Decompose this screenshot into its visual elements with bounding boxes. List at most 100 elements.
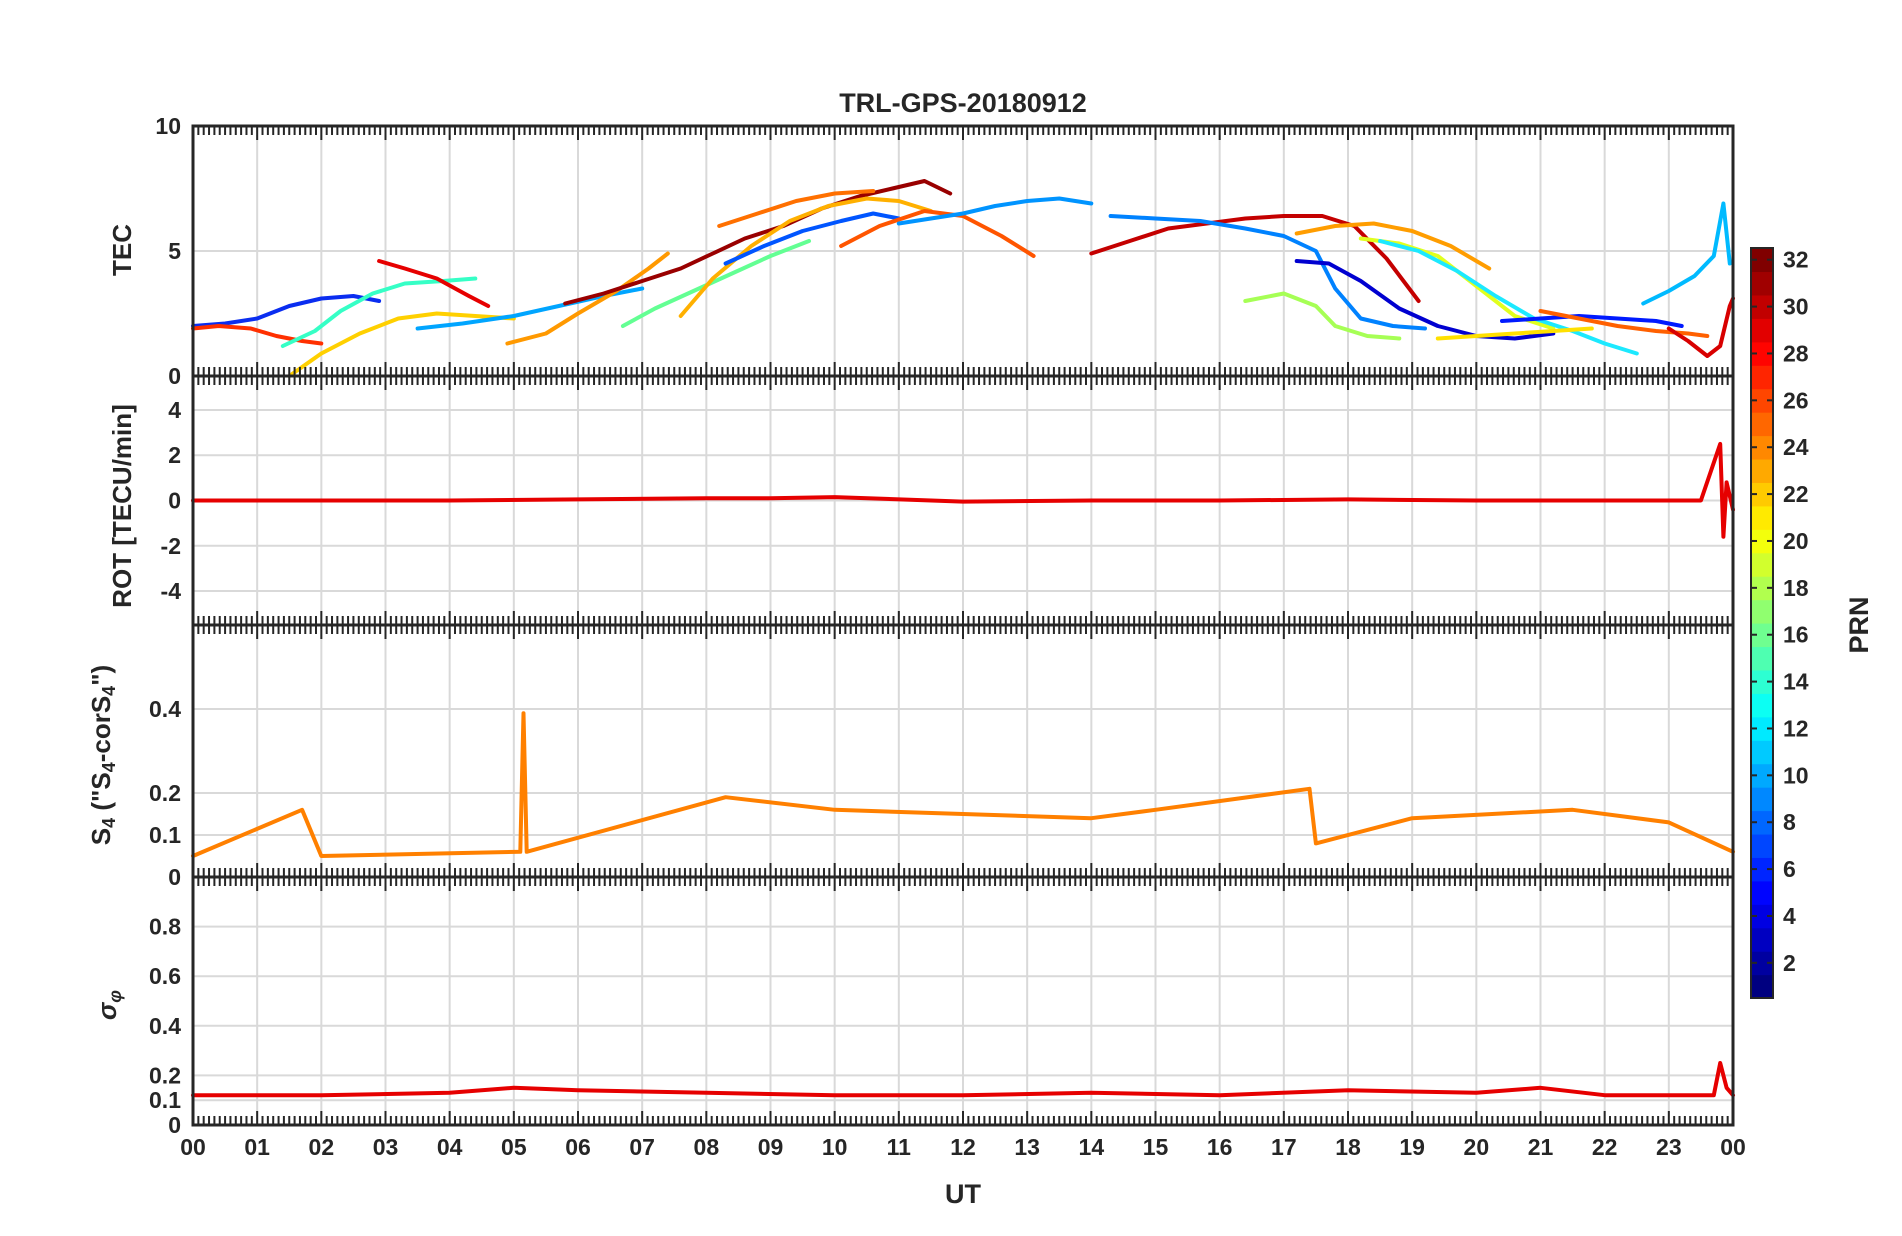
colorbar-tick-label: 4 [1783,903,1796,929]
rot-axis-label: ROT [TECU/min] [107,404,137,608]
colorbar-segment [1751,693,1773,718]
y-tick-label: 5 [168,238,181,264]
colorbar-tick-label: 20 [1783,528,1809,554]
colorbar-segment [1751,880,1773,905]
series-line [896,196,1094,226]
colorbar-tick-label: 8 [1783,809,1796,835]
series-line [1500,314,1684,328]
x-tick-label: 19 [1399,1134,1425,1160]
colorbar-tick-label: 12 [1783,715,1809,741]
x-tick-label: 18 [1335,1134,1361,1160]
colorbar-segment [1751,458,1773,483]
colorbar-segment [1751,435,1773,460]
x-tick-label: 16 [1207,1134,1233,1160]
series-line [191,1061,1735,1098]
x-tick-label: 10 [822,1134,848,1160]
x-tick-label: 20 [1464,1134,1490,1160]
chart-title: TRL-GPS-20180912 [839,88,1087,118]
colorbar-segment [1751,248,1773,273]
colorbar-segment [1751,904,1773,929]
colorbar-segment [1751,318,1773,343]
x-tick-label: 06 [565,1134,591,1160]
series-line [191,324,324,346]
x-tick-label: 01 [244,1134,270,1160]
series-line [287,311,516,378]
x-tick-label: 22 [1592,1134,1618,1160]
colorbar-segment [1751,412,1773,437]
colorbar-tick-label: 24 [1783,434,1809,460]
colorbar-tick-label: 32 [1783,247,1809,273]
y-tick-label: 0.8 [149,914,181,940]
x-tick-label: 00 [1720,1134,1746,1160]
series-line [1243,291,1402,341]
series-line [1294,221,1492,271]
colorbar-segment [1751,716,1773,741]
series-line [1378,239,1639,356]
colorbar-segment [1751,341,1773,366]
series-line [505,251,670,346]
x-tick-label: 00 [180,1134,206,1160]
colorbar-tick-label: 30 [1783,294,1809,320]
series-line [191,711,1735,858]
x-tick-label: 13 [1014,1134,1040,1160]
colorbar-tick-label: 14 [1783,669,1809,695]
colorbar-frame [1750,247,1774,999]
colorbar-segment [1751,951,1773,976]
y-tick-label: 0.1 [149,1087,181,1113]
x-axis-label: UT [945,1179,981,1209]
colorbar-tick-label: 10 [1783,762,1809,788]
x-tick-label: 05 [501,1134,527,1160]
series-line [620,239,811,328]
y-tick-label: 4 [168,397,181,423]
y-tick-label: 0 [168,1112,181,1138]
colorbar-segment [1751,740,1773,765]
tec-axis-label: TEC [107,224,137,276]
y-tick-label: 0 [168,363,181,389]
x-tick-label: 12 [950,1134,976,1160]
x-tick-label: 17 [1271,1134,1297,1160]
x-tick-label: 04 [437,1134,463,1160]
y-tick-label: 0.1 [149,822,181,848]
colorbar-tick-label: 18 [1783,575,1809,601]
colorbar-segment [1751,294,1773,319]
colorbar-segment [1751,365,1773,390]
colorbar-segment [1751,857,1773,882]
x-tick-label: 21 [1528,1134,1554,1160]
colorbar-tick-label: 6 [1783,856,1796,882]
series-line [563,179,953,306]
series-line [723,211,901,266]
series-line [678,196,933,318]
x-tick-label: 08 [694,1134,720,1160]
colorbar-segment [1751,576,1773,601]
s4-axis-label: S4 ("S4-corS4") [86,665,119,845]
y-tick-label: 0.4 [149,1013,181,1039]
colorbar-segment [1751,552,1773,577]
colorbar-segment [1751,669,1773,694]
x-tick-label: 14 [1079,1134,1105,1160]
series-line [377,259,491,308]
colorbar-label: PRN [1844,596,1874,653]
y-tick-label: 0.2 [149,1062,181,1088]
colorbar-segment [1751,974,1773,999]
x-tick-label: 15 [1143,1134,1169,1160]
series-line [1294,259,1556,341]
sigma-phi-axis-label: σφ [92,990,125,1020]
colorbar-segment [1751,763,1773,788]
x-tick-label: 02 [309,1134,335,1160]
colorbar-segment [1751,927,1773,952]
y-tick-label: 2 [168,442,181,468]
colorbar-tick-label: 22 [1783,481,1809,507]
data-layer [191,179,1735,1098]
colorbar-segment [1751,271,1773,296]
x-tick-label: 03 [373,1134,399,1160]
colorbar-tick-label: 16 [1783,622,1809,648]
series-line [1538,309,1710,338]
y-tick-label: 0.2 [149,780,181,806]
series-line [1089,214,1421,303]
series-line [191,294,382,328]
y-tick-label: 0.4 [149,696,181,722]
x-tick-label: 07 [629,1134,655,1160]
